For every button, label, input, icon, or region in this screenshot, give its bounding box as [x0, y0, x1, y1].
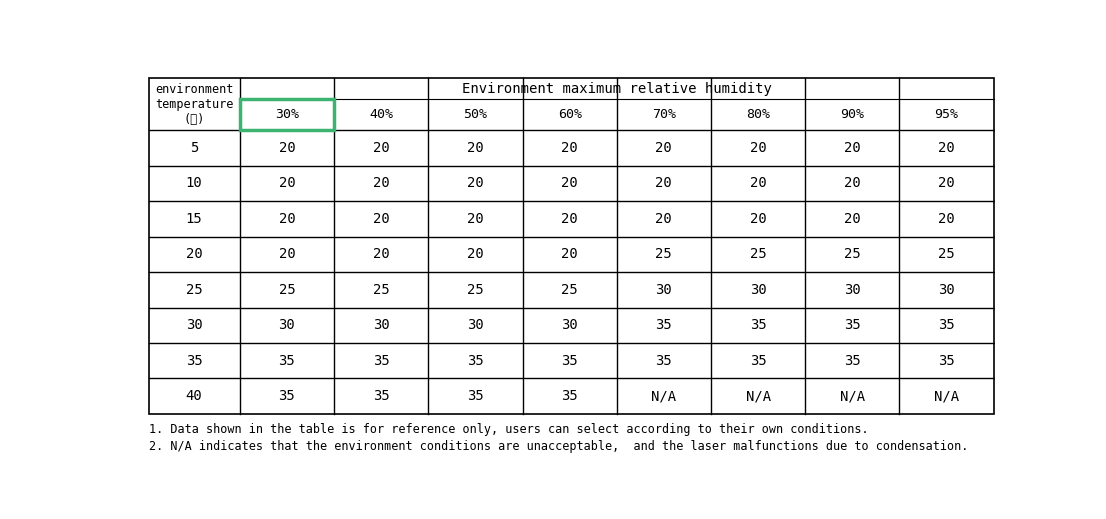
Bar [240, 99, 334, 130]
Text: 40: 40 [186, 389, 202, 403]
Text: 5: 5 [190, 141, 198, 155]
Text: 20: 20 [373, 248, 389, 262]
Text: 20: 20 [938, 176, 954, 190]
Text: 35: 35 [938, 318, 954, 332]
Text: N/A: N/A [651, 389, 677, 403]
Text: N/A: N/A [933, 389, 959, 403]
Text: 20: 20 [467, 212, 483, 226]
Text: 60%: 60% [557, 108, 582, 121]
Text: 20: 20 [373, 212, 389, 226]
Text: 35: 35 [373, 389, 389, 403]
Text: 20: 20 [467, 141, 483, 155]
Text: 50%: 50% [463, 108, 488, 121]
Text: 30: 30 [186, 318, 202, 332]
Text: 30: 30 [373, 318, 389, 332]
Text: 20: 20 [750, 212, 766, 226]
Text: 20: 20 [938, 212, 954, 226]
Text: 20: 20 [844, 212, 860, 226]
Text: 30: 30 [938, 283, 954, 297]
Text: 35: 35 [561, 354, 578, 368]
Text: N/A: N/A [839, 389, 865, 403]
Text: 20: 20 [279, 212, 295, 226]
Text: 30: 30 [750, 283, 766, 297]
Text: 20: 20 [186, 248, 202, 262]
Text: 35: 35 [844, 318, 860, 332]
Text: 90%: 90% [841, 108, 864, 121]
Text: 35: 35 [186, 354, 202, 368]
Text: 2. N/A indicates that the environment conditions are unacceptable,  and the lase: 2. N/A indicates that the environment co… [148, 440, 968, 453]
Text: 35: 35 [750, 318, 766, 332]
Text: environment
temperature
(℃): environment temperature (℃) [155, 83, 233, 126]
Text: 35: 35 [750, 354, 766, 368]
Text: N/A: N/A [745, 389, 771, 403]
Text: 20: 20 [467, 248, 483, 262]
Text: 35: 35 [938, 354, 954, 368]
Text: 95%: 95% [935, 108, 959, 121]
Text: 80%: 80% [747, 108, 770, 121]
Text: 10: 10 [186, 176, 202, 190]
Text: 20: 20 [279, 176, 295, 190]
Text: 20: 20 [561, 248, 578, 262]
Text: 20: 20 [656, 141, 672, 155]
Text: 25: 25 [467, 283, 483, 297]
Text: 20: 20 [561, 212, 578, 226]
Text: 35: 35 [279, 354, 295, 368]
Text: 30: 30 [844, 283, 860, 297]
Text: Environment maximum relative humidity: Environment maximum relative humidity [462, 81, 772, 95]
Text: 30: 30 [656, 283, 672, 297]
Text: 20: 20 [279, 248, 295, 262]
Text: 35: 35 [467, 354, 483, 368]
Text: 25: 25 [373, 283, 389, 297]
Text: 20: 20 [561, 141, 578, 155]
Text: 40%: 40% [369, 108, 393, 121]
Text: 20: 20 [844, 176, 860, 190]
Text: 25: 25 [279, 283, 295, 297]
Text: 35: 35 [561, 389, 578, 403]
Text: 35: 35 [656, 354, 672, 368]
Text: 20: 20 [561, 176, 578, 190]
Text: 20: 20 [373, 141, 389, 155]
Text: 35: 35 [844, 354, 860, 368]
Text: 20: 20 [373, 176, 389, 190]
Text: 35: 35 [656, 318, 672, 332]
Text: 70%: 70% [651, 108, 676, 121]
Bar [148, 78, 993, 414]
Text: 35: 35 [467, 389, 483, 403]
Text: 20: 20 [656, 176, 672, 190]
Text: 25: 25 [844, 248, 860, 262]
Text: 25: 25 [938, 248, 954, 262]
Text: 25: 25 [561, 283, 578, 297]
Text: 25: 25 [186, 283, 202, 297]
Text: 35: 35 [279, 389, 295, 403]
Text: 20: 20 [279, 141, 295, 155]
Text: 25: 25 [750, 248, 766, 262]
Text: 20: 20 [750, 176, 766, 190]
Text: 15: 15 [186, 212, 202, 226]
Text: 20: 20 [656, 212, 672, 226]
Text: 30%: 30% [275, 108, 299, 121]
Text: 25: 25 [656, 248, 672, 262]
Text: 20: 20 [844, 141, 860, 155]
Text: 30: 30 [279, 318, 295, 332]
Text: 20: 20 [938, 141, 954, 155]
Text: 30: 30 [561, 318, 578, 332]
Text: 20: 20 [467, 176, 483, 190]
Text: 30: 30 [467, 318, 483, 332]
Text: 1. Data shown in the table is for reference only, users can select according to : 1. Data shown in the table is for refere… [148, 422, 868, 435]
Text: 20: 20 [750, 141, 766, 155]
Text: 35: 35 [373, 354, 389, 368]
